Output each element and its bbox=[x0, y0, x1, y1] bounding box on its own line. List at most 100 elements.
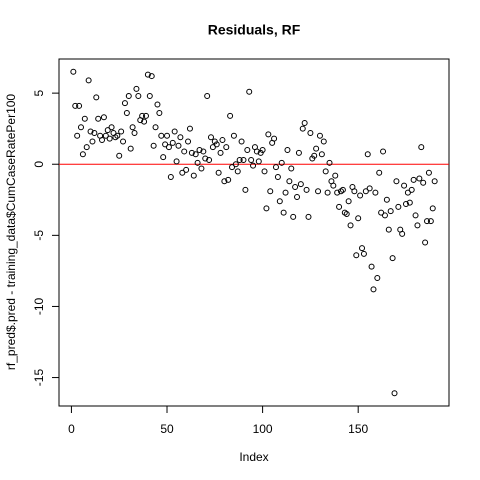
point bbox=[207, 134, 214, 141]
x-tick-label: 0 bbox=[68, 422, 75, 436]
point bbox=[414, 222, 421, 229]
point bbox=[175, 142, 182, 149]
point bbox=[146, 92, 153, 99]
point bbox=[383, 196, 390, 203]
point bbox=[393, 178, 400, 185]
point bbox=[116, 152, 123, 159]
point bbox=[272, 164, 279, 171]
point bbox=[263, 205, 270, 212]
point bbox=[192, 151, 199, 158]
point bbox=[83, 144, 90, 151]
point bbox=[362, 188, 369, 195]
point bbox=[72, 102, 79, 109]
point bbox=[141, 118, 148, 125]
point bbox=[271, 135, 278, 142]
point bbox=[315, 188, 322, 195]
point bbox=[108, 124, 115, 131]
point bbox=[320, 138, 327, 145]
point bbox=[420, 179, 427, 186]
point bbox=[93, 94, 100, 101]
point bbox=[278, 159, 285, 166]
point bbox=[173, 158, 180, 165]
point bbox=[299, 125, 306, 132]
point bbox=[148, 73, 155, 80]
point bbox=[402, 201, 409, 208]
point bbox=[70, 68, 77, 75]
point bbox=[276, 198, 283, 205]
point bbox=[181, 148, 188, 155]
point bbox=[209, 144, 216, 151]
point bbox=[267, 188, 274, 195]
point bbox=[194, 159, 201, 166]
point bbox=[79, 151, 86, 158]
point bbox=[274, 174, 281, 181]
point bbox=[322, 168, 329, 175]
point bbox=[408, 186, 415, 193]
point bbox=[185, 138, 192, 145]
point bbox=[297, 181, 304, 188]
point bbox=[332, 172, 339, 179]
point bbox=[232, 161, 239, 168]
point bbox=[259, 147, 266, 154]
y-tick-label: 0 bbox=[32, 161, 46, 168]
point bbox=[391, 390, 398, 397]
point bbox=[186, 125, 193, 132]
point bbox=[406, 199, 413, 206]
point bbox=[357, 192, 364, 199]
point bbox=[418, 144, 425, 151]
point bbox=[206, 156, 213, 163]
point bbox=[301, 119, 308, 126]
point bbox=[150, 142, 157, 149]
point bbox=[376, 169, 383, 176]
point bbox=[246, 88, 253, 95]
point bbox=[353, 252, 360, 259]
point bbox=[368, 263, 375, 270]
point bbox=[334, 189, 341, 196]
point bbox=[360, 250, 367, 257]
point bbox=[399, 230, 406, 237]
point bbox=[104, 127, 111, 134]
plot-box bbox=[58, 58, 450, 407]
point bbox=[387, 208, 394, 215]
point bbox=[169, 139, 176, 146]
point bbox=[81, 115, 88, 122]
point bbox=[284, 147, 291, 154]
point bbox=[250, 162, 257, 169]
point bbox=[177, 134, 184, 141]
point bbox=[196, 147, 203, 154]
point bbox=[255, 158, 262, 165]
point bbox=[286, 178, 293, 185]
point bbox=[215, 169, 222, 176]
point bbox=[127, 145, 134, 152]
point bbox=[167, 174, 174, 181]
point bbox=[240, 156, 247, 163]
point bbox=[221, 178, 228, 185]
point bbox=[242, 186, 249, 193]
point bbox=[395, 203, 402, 210]
point bbox=[366, 185, 373, 192]
point bbox=[370, 286, 377, 293]
point bbox=[125, 92, 132, 99]
point bbox=[311, 152, 318, 159]
point bbox=[238, 138, 245, 145]
y-tick-label: 5 bbox=[32, 89, 46, 96]
point bbox=[425, 169, 432, 176]
point bbox=[154, 101, 161, 108]
point bbox=[95, 115, 102, 122]
point bbox=[261, 168, 268, 175]
point bbox=[183, 166, 190, 173]
point bbox=[156, 110, 163, 117]
point bbox=[219, 137, 226, 144]
point bbox=[295, 149, 302, 156]
point bbox=[410, 176, 417, 183]
point bbox=[142, 112, 149, 119]
point bbox=[234, 168, 241, 175]
point bbox=[288, 165, 295, 172]
point bbox=[422, 239, 429, 246]
point bbox=[133, 85, 140, 92]
y-tick-label: -10 bbox=[32, 297, 46, 315]
point bbox=[89, 138, 96, 145]
x-tick-label: 50 bbox=[160, 422, 174, 436]
point bbox=[248, 156, 255, 163]
point bbox=[129, 124, 136, 131]
